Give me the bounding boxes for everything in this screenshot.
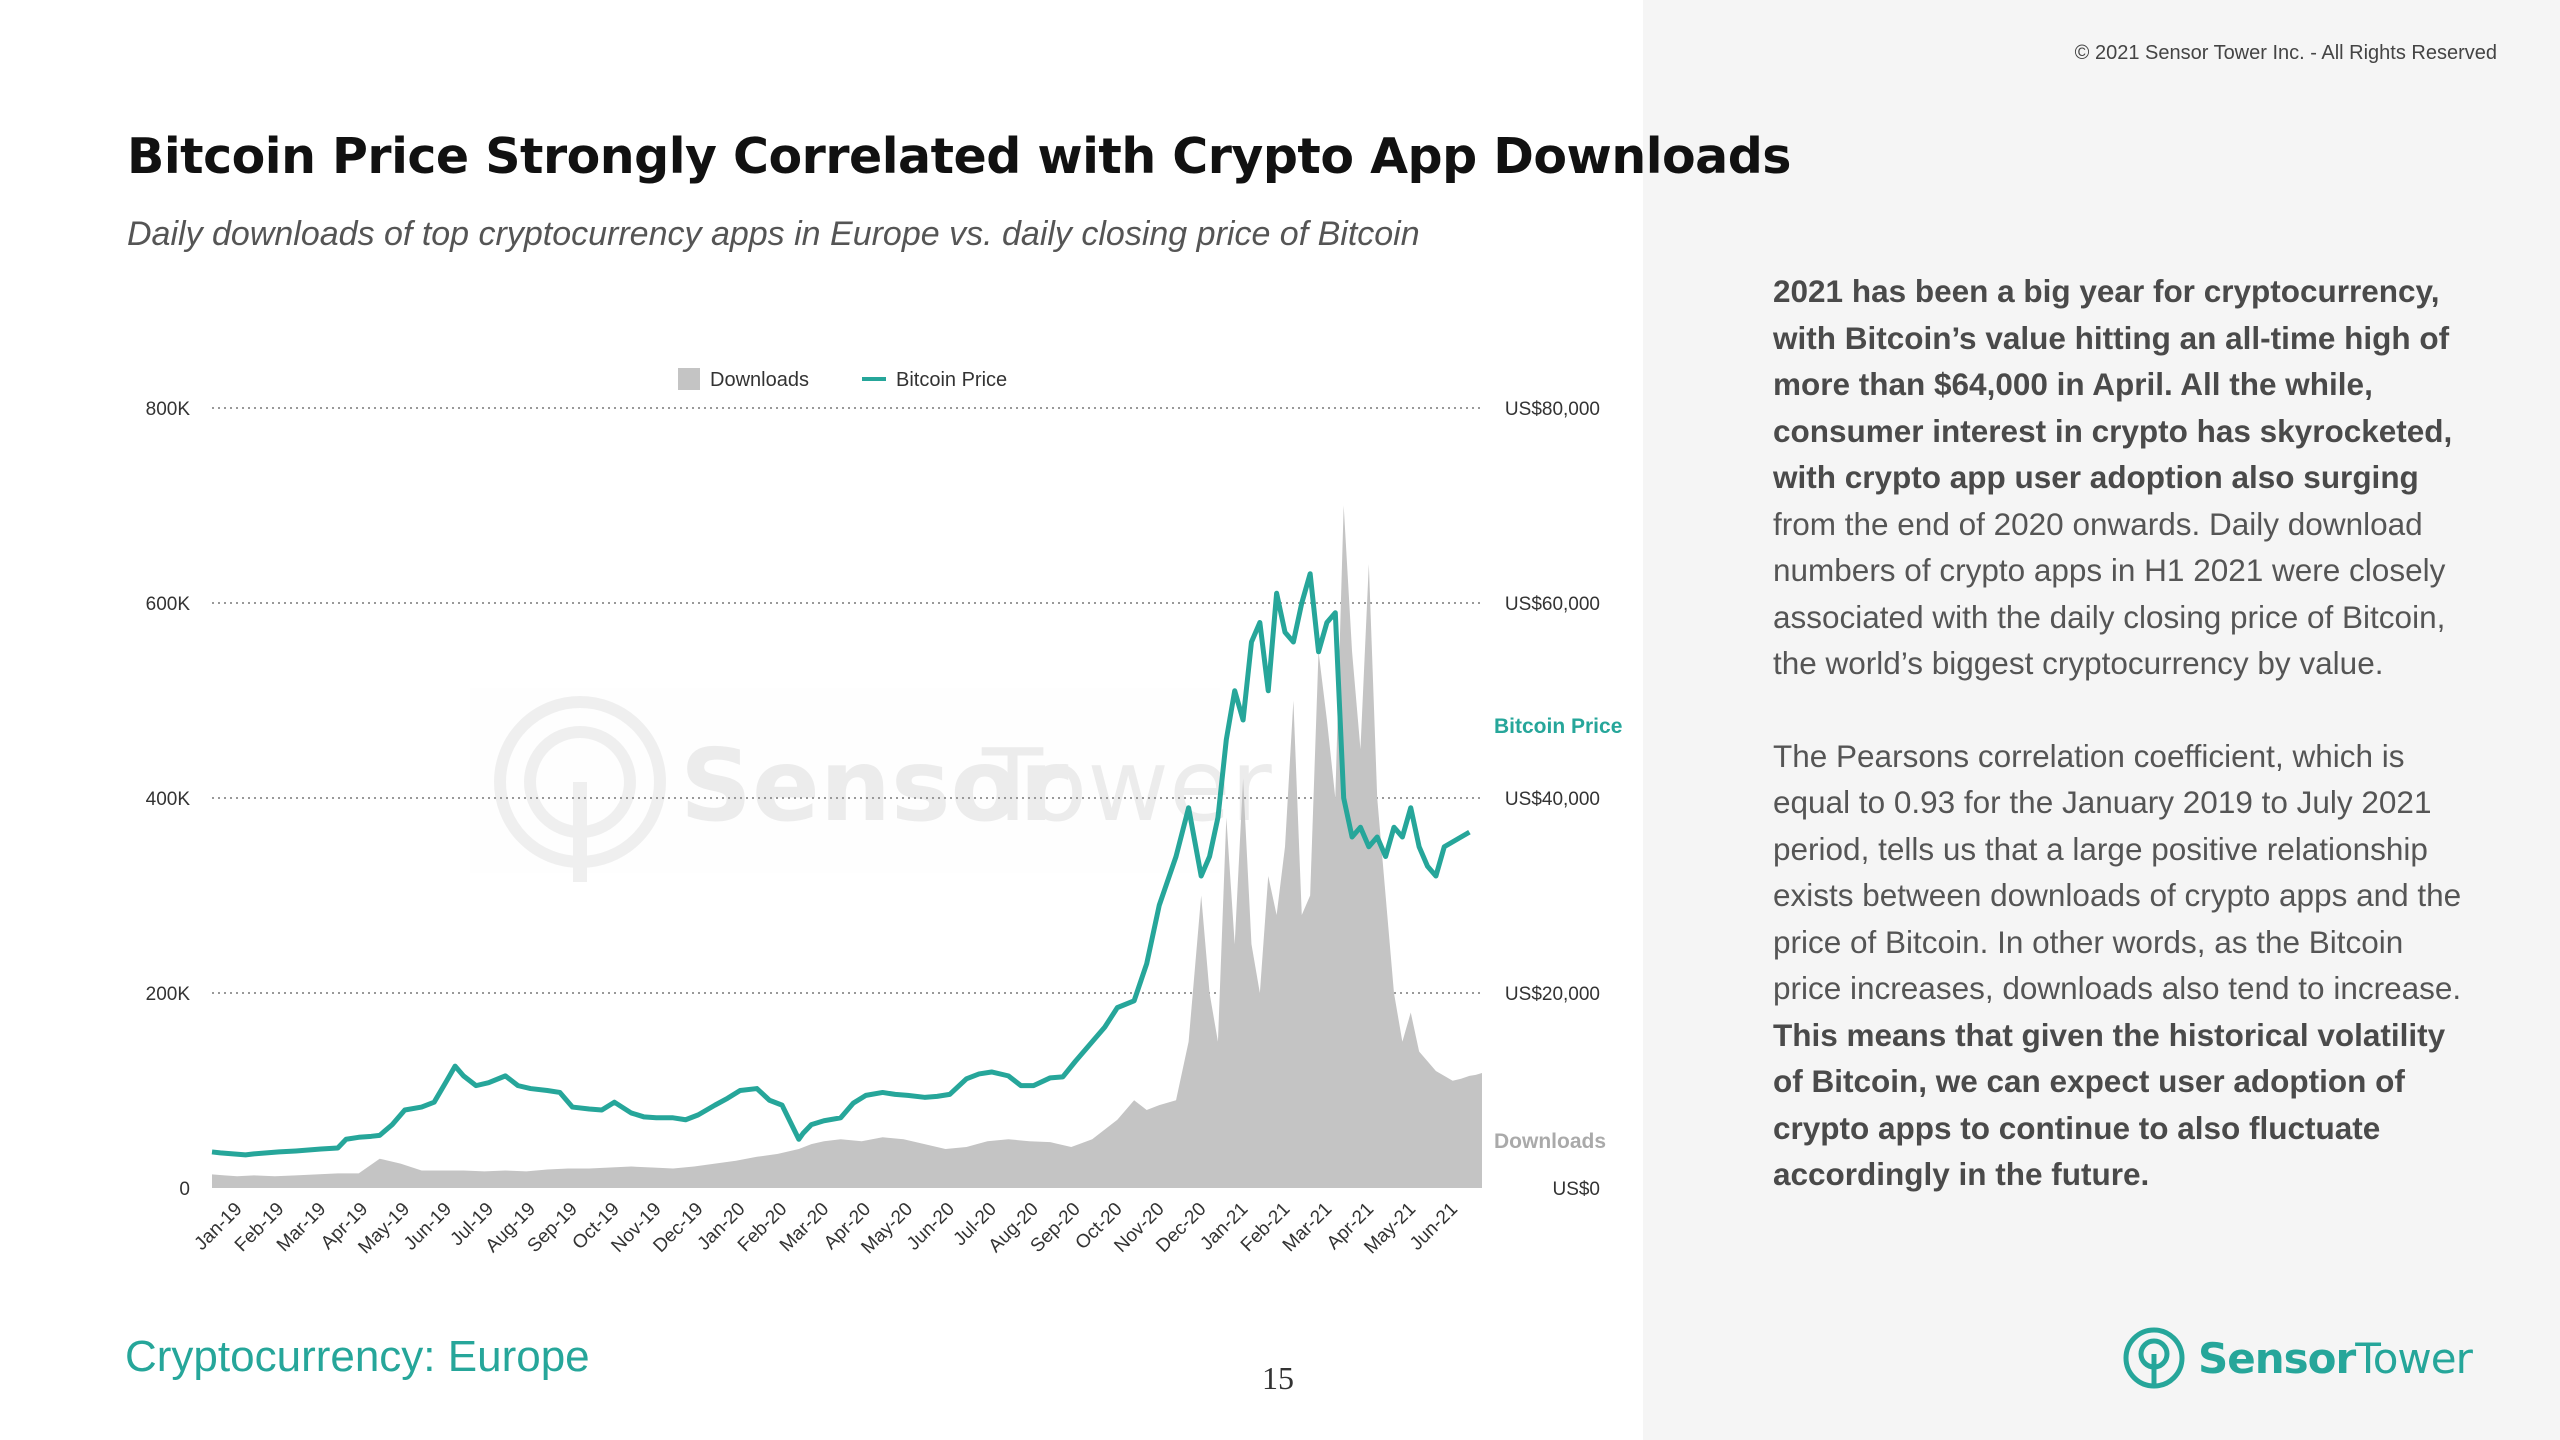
y-left-tick-label: 200K	[146, 984, 191, 1005]
y-left-tick-label: 0	[179, 1179, 190, 1200]
downloads-series-label: Downloads	[1494, 1130, 1606, 1153]
price-series	[211, 571, 1471, 1158]
price-line	[211, 571, 1471, 1158]
legend-label-downloads: Downloads	[710, 369, 809, 391]
chart-legend: Downloads Bitcoin Price	[678, 368, 1007, 391]
x-tick-label: Jun-20	[903, 1199, 959, 1255]
paragraph-1-bold: 2021 has been a big year for cryptocurre…	[1773, 273, 2453, 495]
y-right-tick-label: US$60,000	[1505, 594, 1600, 615]
y-right-tick-label: US$20,000	[1505, 984, 1600, 1005]
watermark-text-1: Sensor	[680, 727, 1069, 844]
y-right-tick-label: US$0	[1552, 1179, 1600, 1200]
watermark-backdrop	[470, 688, 1220, 873]
body-text: 2021 has been a big year for cryptocurre…	[1773, 268, 2463, 1244]
page-subtitle: Daily downloads of top cryptocurrency ap…	[127, 215, 1420, 253]
paragraph-1: 2021 has been a big year for cryptocurre…	[1773, 268, 2463, 687]
right-panel	[1643, 0, 2560, 1440]
legend-swatch-downloads	[678, 368, 700, 390]
brand-name-part1: Sensor	[2198, 1333, 2356, 1383]
watermark-logo-icon	[494, 696, 666, 882]
copyright-notice: © 2021 Sensor Tower Inc. - All Rights Re…	[2074, 42, 2497, 64]
y-left-tick-label: 400K	[146, 789, 191, 810]
paragraph-1-rest: from the end of 2020 onwards. Daily down…	[1773, 505, 2446, 682]
paragraph-2-plain: The Pearsons correlation coefficient, wh…	[1773, 737, 2462, 1007]
page-number: 15	[1262, 1360, 1294, 1396]
downloads-area	[212, 505, 1482, 1188]
y-right-tick-label: US$80,000	[1505, 399, 1600, 420]
correlation-chart: Sensor Tower 0 US$0 200K US$20,000 400K US$40…	[146, 368, 1622, 1258]
brand-name: SensorTower	[2198, 1333, 2473, 1383]
y-right-tick-label: US$40,000	[1505, 789, 1600, 810]
paragraph-2-bold: This means that given the historical vol…	[1773, 1016, 2446, 1193]
watermark: Sensor Tower	[470, 688, 1273, 882]
x-tick-label: Jun-19	[400, 1199, 456, 1255]
y-left-tick-label: 800K	[146, 399, 191, 420]
legend-swatch-price	[862, 377, 886, 381]
brand-name-part2: Tower	[2355, 1333, 2473, 1383]
paragraph-2: The Pearsons correlation coefficient, wh…	[1773, 733, 2463, 1198]
brand-logo: SensorTower	[2122, 1326, 2473, 1390]
sensor-tower-logo-icon	[2123, 1327, 2185, 1389]
price-series-label: Bitcoin Price	[1494, 715, 1622, 738]
section-label: Cryptocurrency: Europe	[125, 1332, 590, 1381]
y-left-tick-label: 600K	[146, 594, 191, 615]
legend-label-price: Bitcoin Price	[896, 369, 1007, 391]
downloads-series	[212, 505, 1482, 1188]
grid-lines	[212, 407, 1482, 994]
x-tick-label: Jun-21	[1406, 1199, 1462, 1255]
watermark-text-2: Tower	[981, 727, 1273, 844]
page-title: Bitcoin Price Strongly Correlated with C…	[127, 128, 1791, 185]
